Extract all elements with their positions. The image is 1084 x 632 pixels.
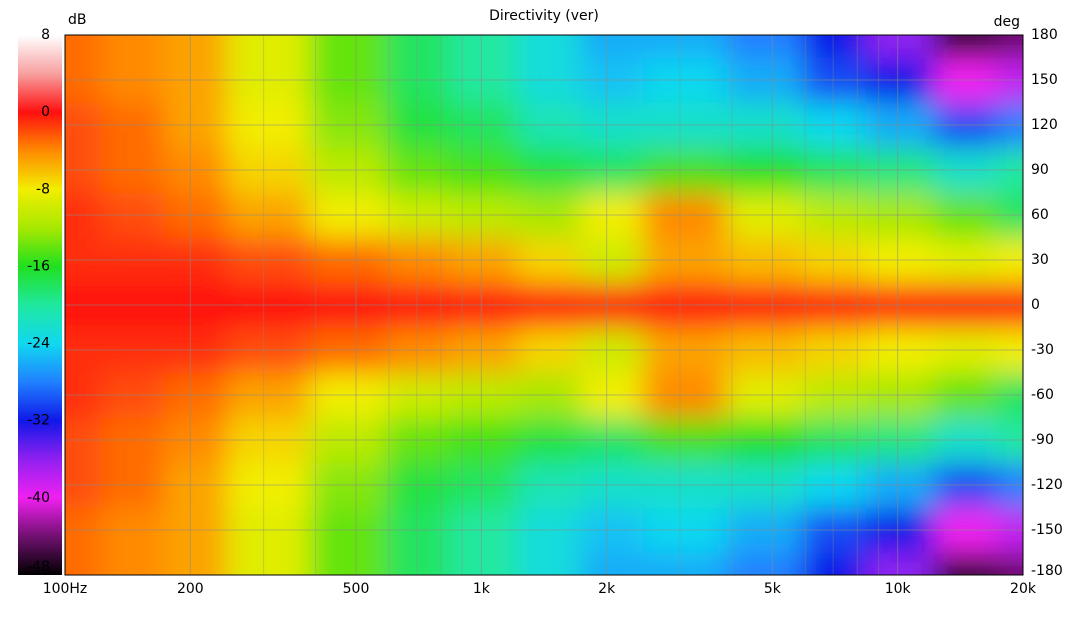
x-tick-label: 10k	[885, 581, 912, 597]
y-tick-label: 180	[1031, 27, 1058, 43]
chart-title: Directivity (ver)	[489, 8, 599, 24]
y-tick-label: -90	[1031, 432, 1054, 448]
heat-cell	[309, 35, 387, 58]
heat-cell	[643, 35, 727, 58]
y-tick-label: 150	[1031, 72, 1058, 88]
heat-cell	[101, 35, 165, 58]
heat-cell	[580, 35, 644, 58]
y-tick-label: -120	[1031, 477, 1063, 493]
heat-cell	[65, 552, 103, 575]
heat-cell	[226, 552, 311, 575]
heat-cell	[580, 552, 644, 575]
heat-cell	[643, 552, 727, 575]
x-tick-label: 5k	[764, 581, 782, 597]
x-tick-label: 200	[177, 581, 204, 597]
colorbar-tick-label: -32	[27, 413, 50, 429]
y-tick-label: -150	[1031, 522, 1063, 538]
y-tick-label: 60	[1031, 207, 1049, 223]
y-tick-label: 90	[1031, 162, 1049, 178]
y-axis-label: deg	[994, 14, 1020, 30]
y-tick-label: -180	[1031, 563, 1063, 579]
heat-cell	[996, 35, 1023, 58]
x-tick-label: 1k	[473, 581, 491, 597]
x-tick-label: 500	[343, 581, 370, 597]
heat-cell	[865, 552, 935, 575]
heat-cell	[164, 35, 228, 58]
colorbar-tick-label: -16	[27, 258, 50, 274]
colorbar-tick-label: -24	[27, 336, 50, 352]
colorbar-tick-label: 8	[41, 27, 50, 43]
plot-frame	[64, 34, 1024, 576]
heat-cell	[934, 35, 998, 58]
heat-cell	[226, 35, 311, 58]
colorbar-tick-label: -40	[27, 490, 50, 506]
heat-cell	[726, 552, 804, 575]
heat-cell	[449, 35, 519, 58]
colorbar	[18, 35, 62, 575]
x-tick-label: 2k	[598, 581, 616, 597]
heat-cell	[802, 35, 866, 58]
heat-cell	[449, 552, 519, 575]
heat-cell	[386, 552, 450, 575]
colorbar-tick-label: -8	[36, 181, 50, 197]
heat-cell	[934, 552, 998, 575]
x-tick-label: 100Hz	[43, 581, 88, 597]
heat-cell	[386, 35, 450, 58]
y-tick-label: 30	[1031, 252, 1049, 268]
heat-cell	[517, 552, 582, 575]
colorbar-label: dB	[68, 12, 87, 28]
heat-cell	[726, 35, 804, 58]
heat-cell	[865, 35, 935, 58]
heat-cell	[517, 35, 582, 58]
y-tick-label: 120	[1031, 117, 1058, 133]
y-tick-label: 0	[1031, 297, 1040, 313]
x-tick-label: 20k	[1010, 581, 1037, 597]
y-tick-label: -60	[1031, 387, 1054, 403]
colorbar-tick-label: -48	[27, 559, 50, 575]
colorbar-tick-label: 0	[41, 104, 50, 120]
y-tick-label: -30	[1031, 342, 1054, 358]
heat-cell	[164, 552, 228, 575]
heat-cell	[65, 35, 103, 58]
heat-cell	[996, 552, 1023, 575]
heat-cell	[802, 552, 866, 575]
heat-cell	[309, 552, 387, 575]
heat-cell	[101, 552, 165, 575]
